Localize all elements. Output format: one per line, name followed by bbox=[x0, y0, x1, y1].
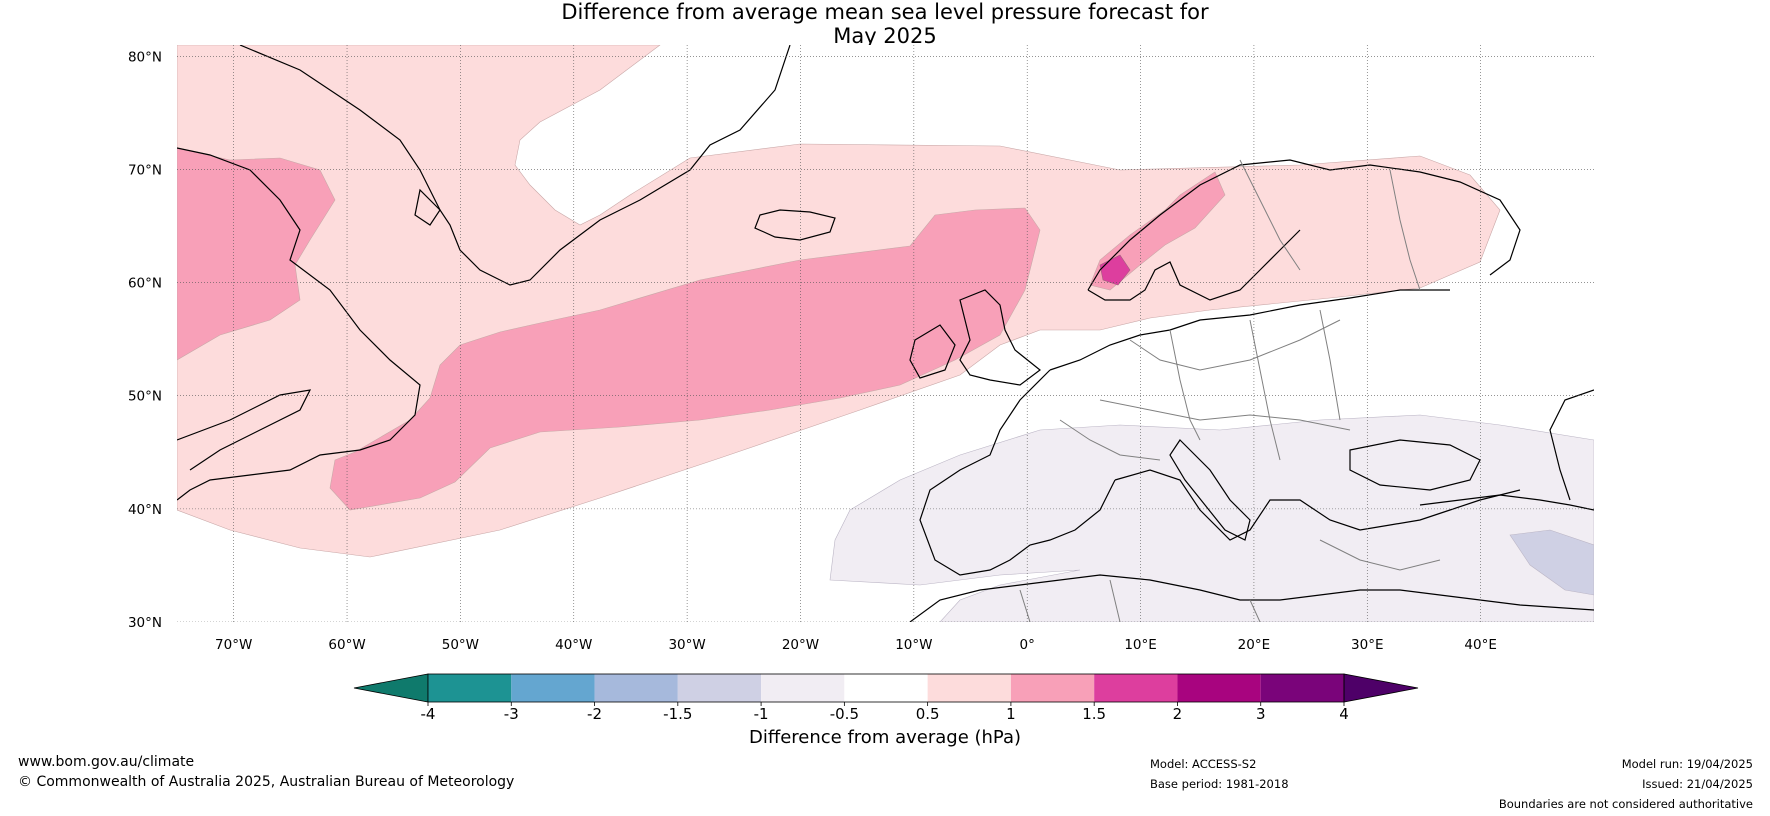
colorbar-tick-label: 3 bbox=[1256, 705, 1266, 723]
longitude-label: 10°E bbox=[1124, 637, 1156, 653]
longitude-label: 70°W bbox=[215, 637, 252, 653]
longitude-label: 20°W bbox=[782, 637, 819, 653]
colorbar-segment bbox=[1260, 674, 1344, 702]
footer-disclaimer: Boundaries are not considered authoritat… bbox=[1498, 797, 1753, 811]
longitude-label: 20°E bbox=[1238, 637, 1270, 653]
footer-base-period: Base period: 1981-2018 bbox=[1150, 777, 1289, 791]
map-title: Difference from average mean sea level p… bbox=[0, 0, 1770, 48]
longitude-label: 40°E bbox=[1464, 637, 1496, 653]
colorbar-segment bbox=[594, 674, 678, 702]
colorbar-tick-label: 1.5 bbox=[1082, 705, 1106, 723]
colorbar-tick-label: 4 bbox=[1339, 705, 1349, 723]
colorbar-segment bbox=[511, 674, 595, 702]
colorbar-segment bbox=[1010, 674, 1095, 702]
coastlines bbox=[177, 45, 1594, 622]
latitude-label: 30°N bbox=[128, 615, 162, 631]
colorbar-segment bbox=[761, 674, 845, 702]
map-area bbox=[177, 45, 1594, 622]
colorbar-tick-label: -1.5 bbox=[663, 705, 692, 723]
latitude-label: 40°N bbox=[128, 502, 162, 518]
colorbar-segment bbox=[428, 674, 512, 702]
footer-website: www.bom.gov.au/climate bbox=[18, 754, 195, 770]
colorbar-segment bbox=[1177, 674, 1261, 702]
anomaly-region-neg-0-5 bbox=[829, 414, 1594, 622]
longitude-label: 40°W bbox=[555, 637, 592, 653]
longitude-label: 10°W bbox=[895, 637, 932, 653]
footer-model-run: Model run: 19/04/2025 bbox=[1621, 757, 1753, 771]
colorbar-tick-label: -3 bbox=[504, 705, 519, 723]
colorbar-extend-high bbox=[1343, 673, 1419, 703]
colorbar-tick-label: 2 bbox=[1173, 705, 1183, 723]
colorbar-tick-labels: -4 -3 -2 -1.5 -1 -0.5 0.5 1 1.5 2 3 4 bbox=[421, 705, 1349, 723]
colorbar-extend-low bbox=[353, 673, 429, 703]
colorbar-segment bbox=[927, 674, 1011, 702]
anomaly-region-pos-1-0 bbox=[329, 207, 1041, 511]
anomaly-region-pos-1-0-west bbox=[177, 147, 336, 361]
longitude-labels: 70°W 60°W 50°W 40°W 30°W 20°W 10°W 0° 10°E 20°E 30… bbox=[215, 637, 1497, 653]
longitude-label: 30°W bbox=[668, 637, 705, 653]
colorbar-tick-label: -4 bbox=[421, 705, 436, 723]
footer-model: Model: ACCESS-S2 bbox=[1150, 757, 1257, 771]
latitude-label: 60°N bbox=[128, 276, 162, 292]
latitude-label: 50°N bbox=[128, 389, 162, 405]
map-title-line2: May 2025 bbox=[833, 24, 937, 48]
map-title-line1: Difference from average mean sea level p… bbox=[561, 0, 1209, 24]
footer-issued: Issued: 21/04/2025 bbox=[1642, 777, 1753, 791]
colorbar bbox=[353, 673, 1419, 706]
colorbar-segment bbox=[677, 674, 762, 702]
colorbar-segment bbox=[844, 674, 928, 702]
longitude-label: 30°E bbox=[1351, 637, 1383, 653]
colorbar-tick-label: -0.5 bbox=[830, 705, 859, 723]
latitude-labels: 80°N 70°N 60°N 50°N 40°N 30°N bbox=[128, 49, 162, 631]
colorbar-title: Difference from average (hPa) bbox=[748, 727, 1022, 748]
colorbar-tick-label: -2 bbox=[587, 705, 602, 723]
longitude-label: 60°W bbox=[328, 637, 365, 653]
latitude-label: 80°N bbox=[128, 49, 162, 65]
graticule bbox=[177, 45, 1594, 622]
colorbar-segment bbox=[1094, 674, 1178, 702]
anomaly-region-neg-1-0 bbox=[1509, 529, 1594, 596]
longitude-label: 50°W bbox=[442, 637, 479, 653]
colorbar-tick-label: 1 bbox=[1006, 705, 1016, 723]
colorbar-tick-label: -1 bbox=[754, 705, 769, 723]
footer-copyright: © Commonwealth of Australia 2025, Austra… bbox=[18, 774, 515, 790]
latitude-label: 70°N bbox=[128, 162, 162, 178]
colorbar-tick-label: 0.5 bbox=[916, 705, 940, 723]
colorbar-frame bbox=[427, 673, 1345, 703]
longitude-label: 0° bbox=[1020, 637, 1035, 653]
country-borders bbox=[1019, 159, 1441, 622]
